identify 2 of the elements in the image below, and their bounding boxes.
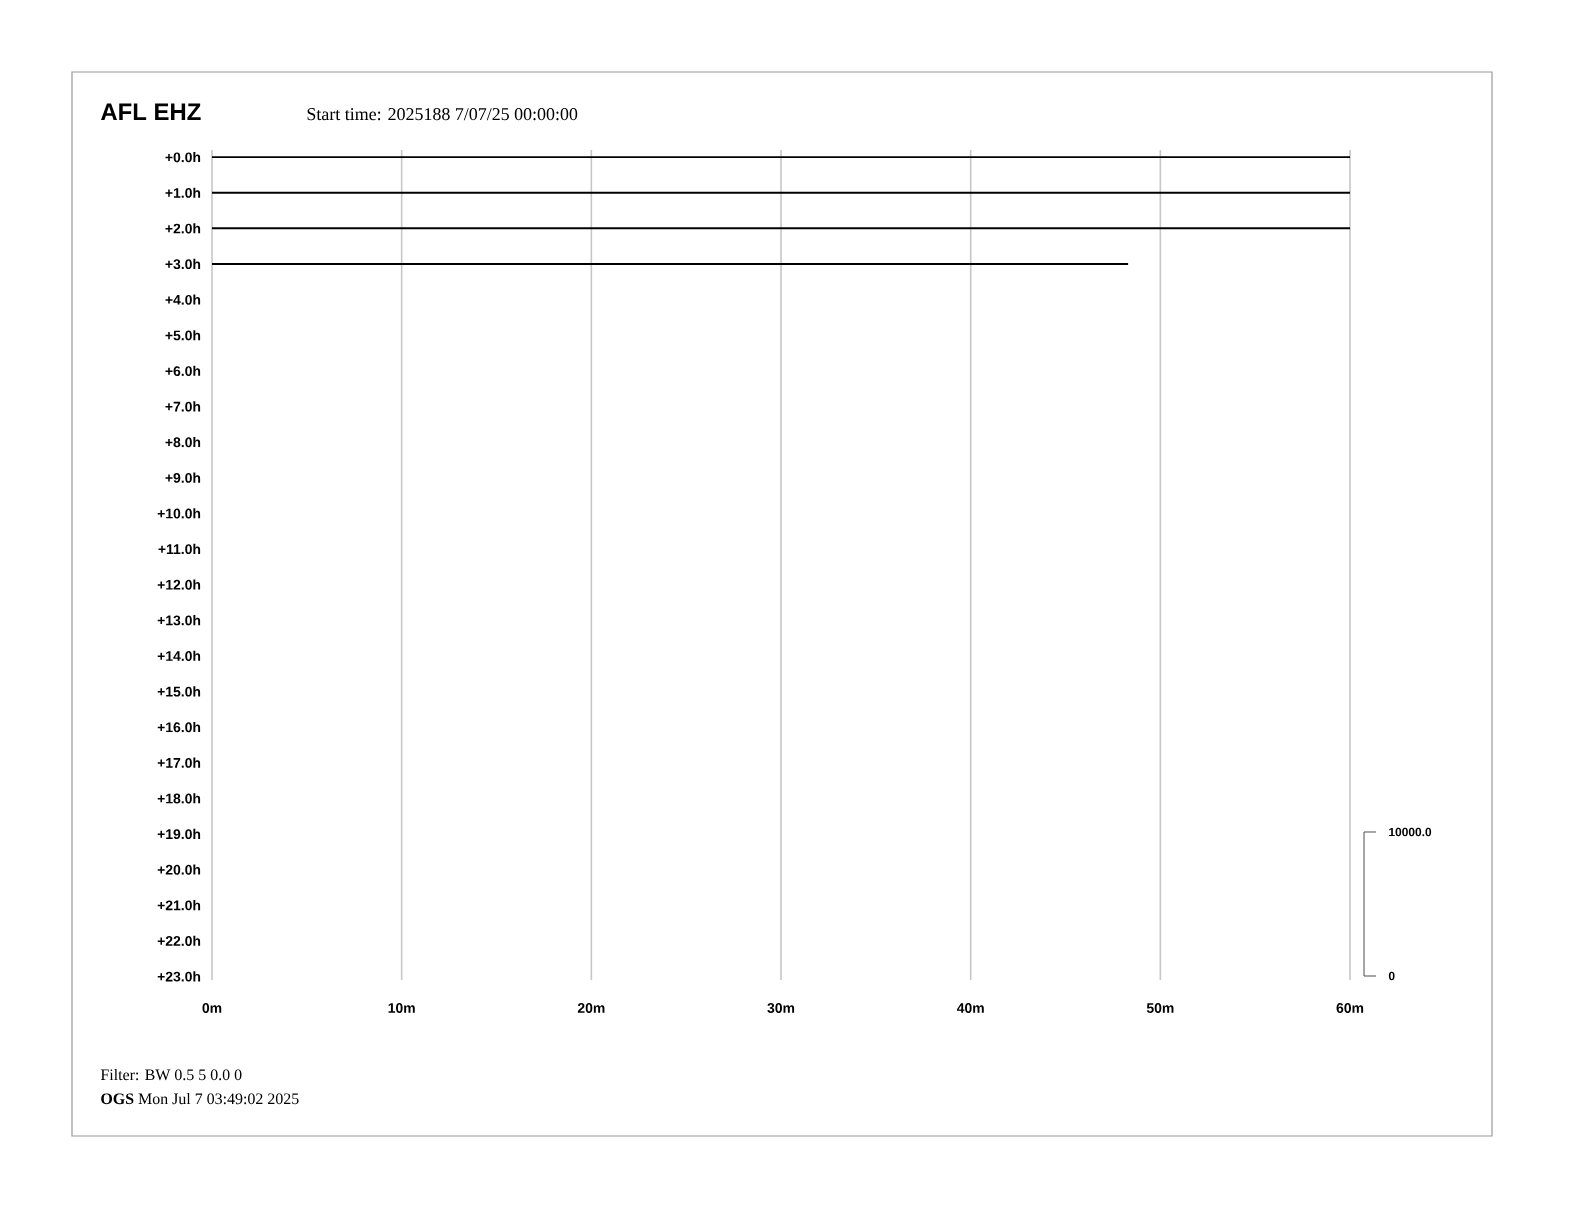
chart-subtitle: Start time: 2025188 7/07/25 00:00:00 — [307, 108, 578, 121]
chart-title: AFL EHZ — [100, 103, 201, 120]
